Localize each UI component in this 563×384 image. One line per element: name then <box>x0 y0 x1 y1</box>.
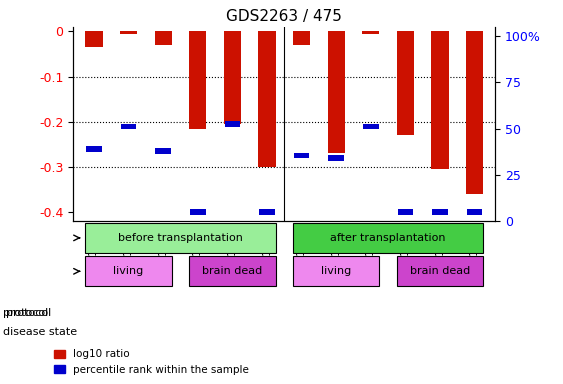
Bar <box>432 209 448 215</box>
Text: living: living <box>113 266 144 276</box>
Bar <box>466 31 483 194</box>
FancyBboxPatch shape <box>397 256 483 286</box>
FancyBboxPatch shape <box>293 223 483 253</box>
Bar <box>294 153 310 158</box>
FancyBboxPatch shape <box>293 256 379 286</box>
Title: GDS2263 / 475: GDS2263 / 475 <box>226 9 342 24</box>
Legend: log10 ratio, percentile rank within the sample: log10 ratio, percentile rank within the … <box>50 345 253 379</box>
Bar <box>397 209 413 215</box>
Bar <box>328 31 345 154</box>
Bar <box>467 209 482 215</box>
Bar <box>363 124 379 129</box>
Bar <box>259 209 275 215</box>
Text: after transplantation: after transplantation <box>330 233 446 243</box>
FancyBboxPatch shape <box>86 223 276 253</box>
Bar <box>189 31 207 129</box>
Bar <box>190 209 205 215</box>
Text: brain dead: brain dead <box>410 266 470 276</box>
Bar <box>431 31 449 169</box>
Bar <box>225 121 240 127</box>
Text: brain dead: brain dead <box>202 266 262 276</box>
Bar <box>362 31 379 34</box>
Text: living: living <box>321 266 351 276</box>
Text: protocol: protocol <box>6 308 51 318</box>
Bar <box>155 149 171 154</box>
Text: disease state: disease state <box>3 327 77 337</box>
Bar <box>293 31 310 45</box>
Text: before transplantation: before transplantation <box>118 233 243 243</box>
Bar <box>86 31 102 47</box>
Bar <box>121 124 136 129</box>
FancyBboxPatch shape <box>189 256 276 286</box>
Bar <box>154 31 172 45</box>
Bar <box>258 31 276 167</box>
Bar <box>120 31 137 34</box>
Text: protocol: protocol <box>3 308 48 318</box>
Bar <box>397 31 414 135</box>
Bar <box>86 146 102 152</box>
FancyBboxPatch shape <box>86 256 172 286</box>
Bar <box>328 155 344 161</box>
Bar <box>224 31 241 124</box>
